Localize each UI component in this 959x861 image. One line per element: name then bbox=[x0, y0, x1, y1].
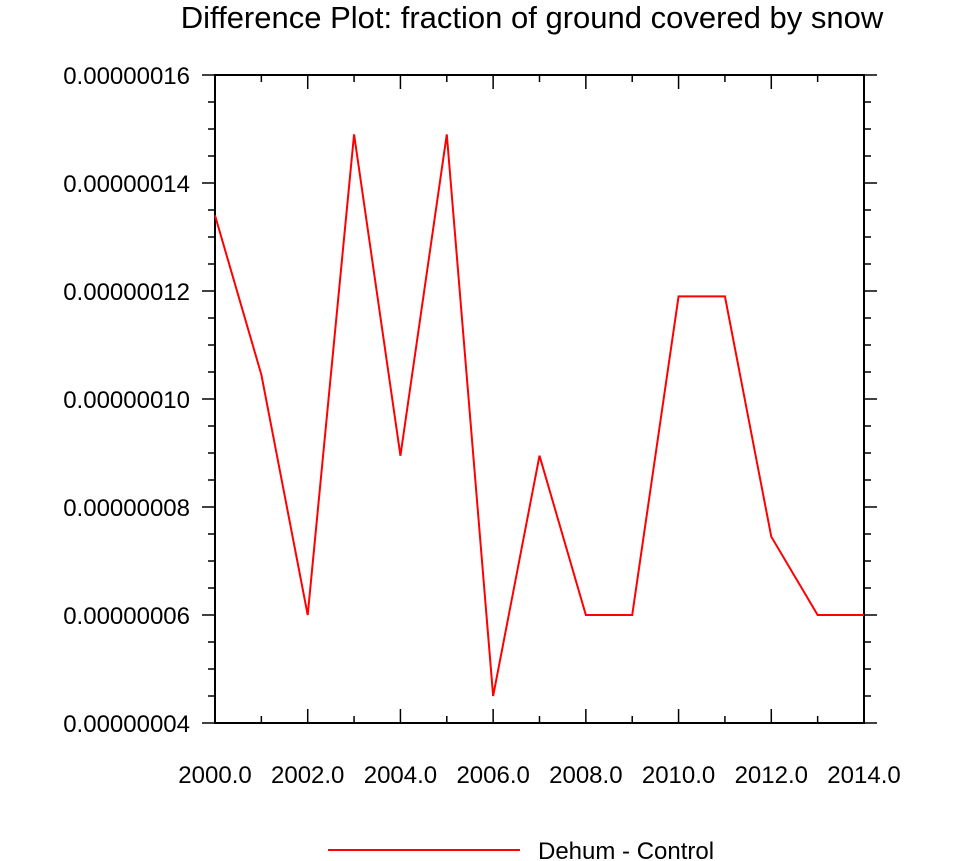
series-layer bbox=[214, 134, 864, 697]
x-tick-label: 2004.0 bbox=[364, 762, 437, 789]
x-tick-label: 2012.0 bbox=[735, 762, 808, 789]
y-tick-label: 0.00000014 bbox=[63, 171, 190, 198]
y-tick-label: 0.00000008 bbox=[63, 495, 190, 522]
x-tick-label: 2010.0 bbox=[642, 762, 715, 789]
y-tick-label: 0.00000010 bbox=[63, 387, 190, 414]
x-tick-label: 2006.0 bbox=[456, 762, 529, 789]
y-tick-label: 0.00000006 bbox=[63, 603, 190, 630]
y-tick-label: 0.00000016 bbox=[63, 63, 190, 90]
plot-frame bbox=[214, 74, 865, 724]
legend-label-dehum-control: Dehum - Control bbox=[538, 838, 714, 861]
x-tick-label: 2008.0 bbox=[549, 762, 622, 789]
legend: Dehum - Control bbox=[328, 838, 714, 861]
ticks-layer: 0.00000004 0.00000006 0.00000008 0.00000010… bbox=[63, 63, 901, 789]
x-tick-label: 2014.0 bbox=[827, 762, 900, 789]
x-tick-label: 2002.0 bbox=[271, 762, 344, 789]
y-tick-label: 0.00000012 bbox=[63, 279, 190, 306]
chart-title: Difference Plot: fraction of ground cove… bbox=[181, 0, 884, 35]
y-tick-label: 0.00000004 bbox=[63, 711, 190, 738]
series-line-dehum-control bbox=[214, 134, 864, 697]
x-tick-label: 2000.0 bbox=[178, 762, 251, 789]
